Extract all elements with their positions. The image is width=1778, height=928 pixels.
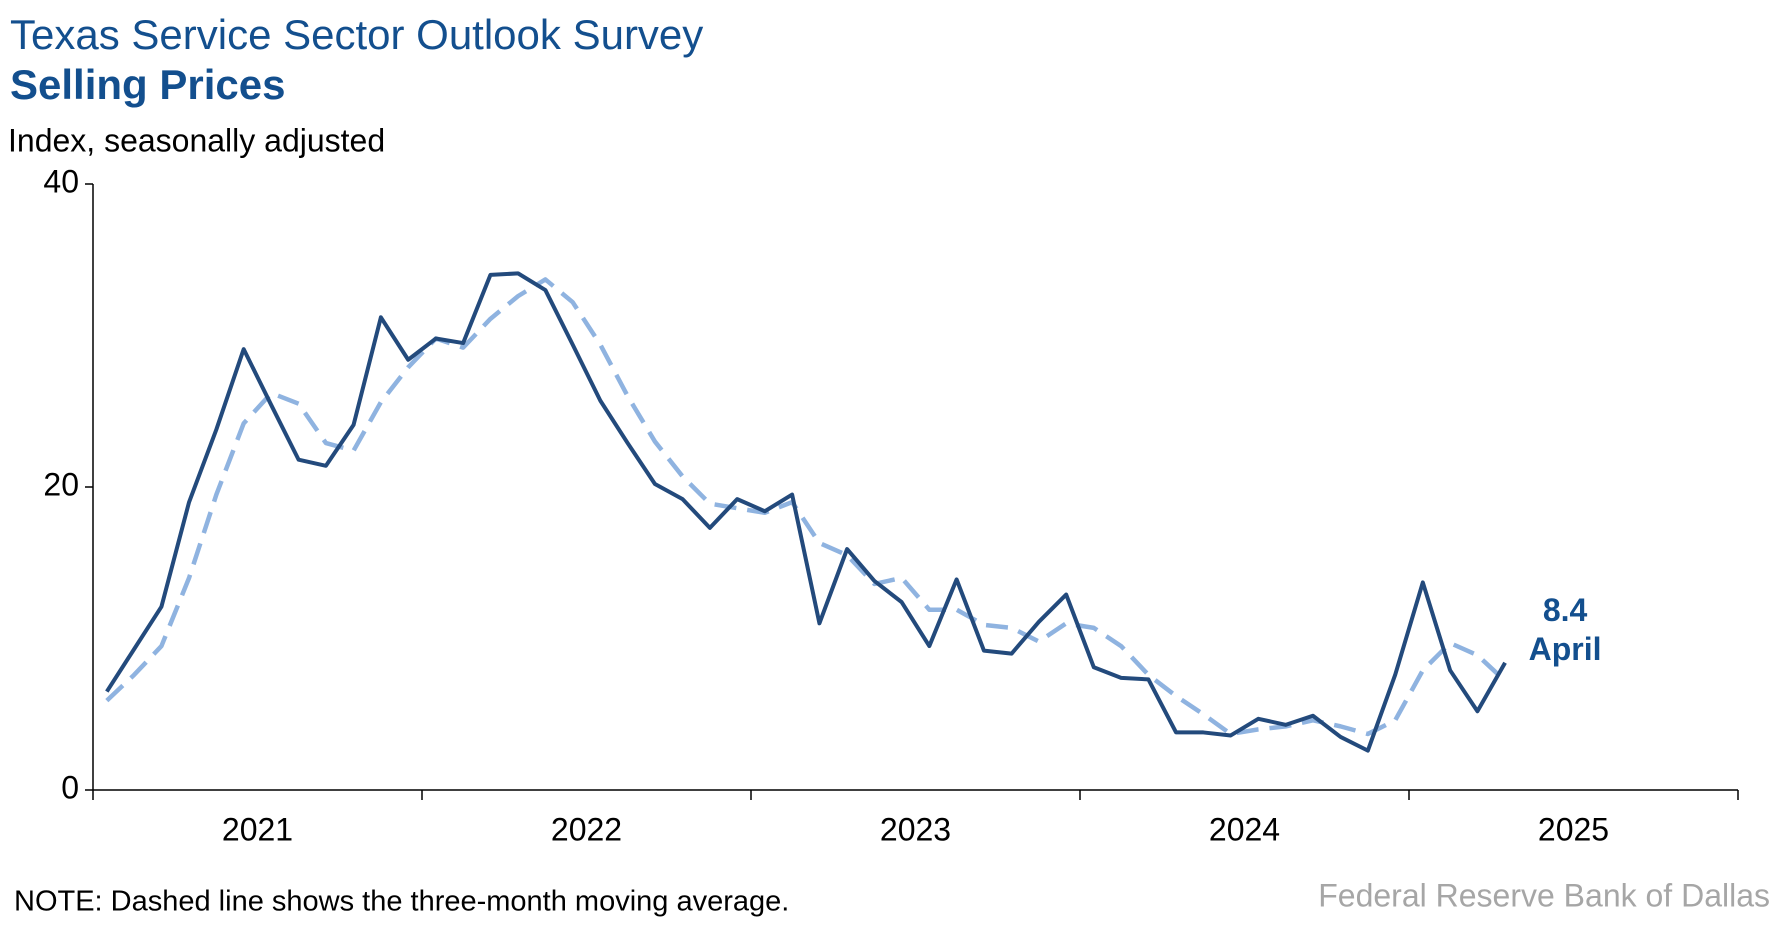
x-tick-label: 2025 — [1538, 811, 1609, 847]
x-tick-label: 2022 — [551, 811, 622, 847]
source: Federal Reserve Bank of Dallas — [1318, 877, 1770, 913]
y-tick-label: 20 — [43, 466, 79, 502]
moving-average-line — [105, 277, 1507, 737]
y-tick-label: 0 — [61, 769, 79, 805]
annotation: April — [1529, 631, 1602, 667]
x-tick-label: 2024 — [1209, 811, 1280, 847]
note: NOTE: Dashed line shows the three-month … — [14, 886, 789, 918]
chart-subtitle: Selling Prices — [10, 61, 285, 108]
index-line — [105, 271, 1507, 753]
x-tick-label: 2021 — [222, 811, 293, 847]
value-label: 8.4 — [1543, 592, 1588, 628]
x-tick-label: 2023 — [880, 811, 951, 847]
y-tick-label: 40 — [43, 163, 79, 199]
y-axis-label: Index, seasonally adjusted — [8, 122, 385, 158]
chart-title: Texas Service Sector Outlook Survey — [10, 11, 703, 58]
